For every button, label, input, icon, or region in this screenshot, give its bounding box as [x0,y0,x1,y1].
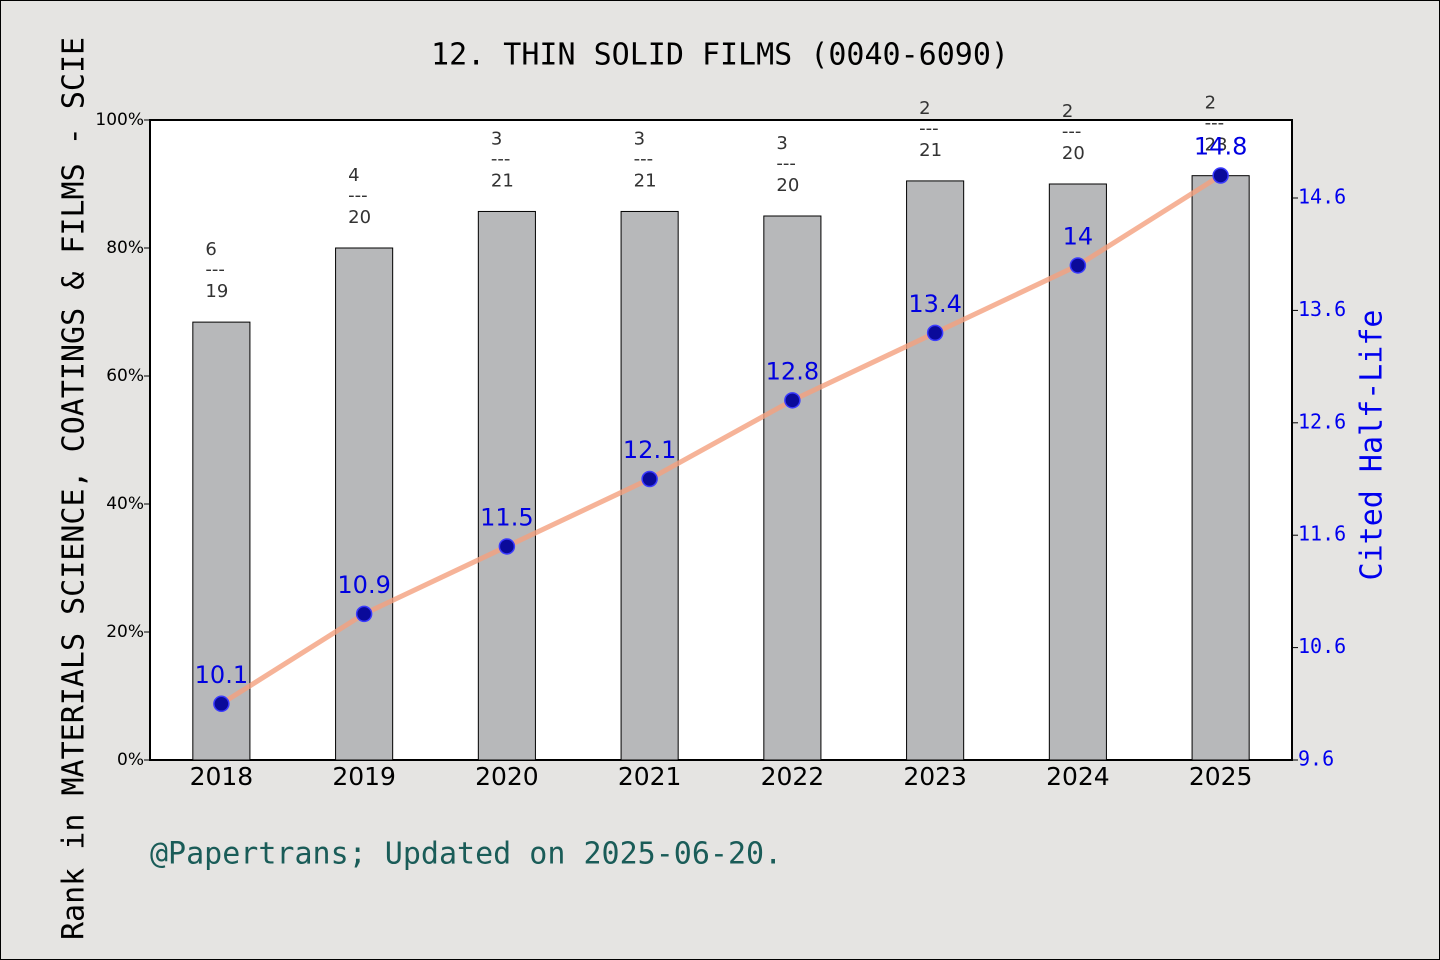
total-label: 21 [634,170,657,191]
x-tick-label: 2022 [761,762,825,791]
x-tick-label: 2020 [475,762,539,791]
y-tick-label: 80% [106,238,144,258]
rank-separator: --- [919,118,939,139]
y-tick-label: 0% [117,750,144,770]
y2-axis-label: Cited Half-Life [1355,310,1390,581]
bar [1048,183,1107,761]
data-label: 10.9 [337,571,390,599]
total-label: 23 [1205,135,1228,156]
rank-label: 3 [776,133,787,154]
total-label: 20 [1062,143,1085,164]
rank-label: 3 [491,128,502,149]
marker [498,538,516,555]
y-tick-label: 60% [106,366,144,386]
x-tick-label: 2025 [1189,762,1253,791]
footer: @Papertrans; Updated on 2025-06-20. [150,837,782,872]
bar [906,180,965,761]
total-label: 21 [491,170,514,191]
rank-label: 2 [1205,93,1216,114]
data-label: 10.1 [195,661,248,689]
marker [1069,257,1087,274]
data-label: 12.8 [766,357,819,385]
y-axis-label: Rank in MATERIALS SCIENCE, COATINGS & FI… [57,37,92,940]
total-label: 20 [776,175,799,196]
bar [1191,175,1250,761]
marker [213,695,230,713]
rank-separator: --- [348,185,368,206]
total-label: 21 [919,140,942,161]
y2-tick-label: 11.6 [1298,522,1346,546]
marker [784,392,801,409]
total-label: 19 [205,281,228,302]
rank-separator: --- [1062,121,1082,142]
rank-separator: --- [1205,113,1225,134]
data-label: 11.5 [480,503,533,531]
x-tick-label: 2024 [1046,762,1110,791]
x-tick-label: 2018 [190,762,254,791]
rank-separator: --- [491,148,511,169]
rank-separator: --- [634,148,654,169]
data-label: 14.8 [1194,133,1247,161]
chart-title: 12. THIN SOLID FILMS (0040-6090) [431,38,1009,73]
y2-tick-label: 13.6 [1298,297,1346,321]
rank-label: 2 [1062,101,1073,122]
marker [926,324,944,342]
y-tick-label: 20% [106,622,144,642]
marker [641,470,658,488]
data-label: 13.4 [908,290,961,318]
rank-label: 3 [634,128,645,149]
bar [477,210,536,761]
data-label: 12.1 [623,436,676,464]
rank-label: 4 [348,165,359,186]
bar [335,247,394,761]
bar [192,321,251,761]
total-label: 20 [348,207,371,228]
bar [763,215,822,761]
x-tick-label: 2021 [618,762,682,791]
y-tick-label: 100% [95,110,144,130]
rank-separator: --- [205,259,225,280]
y2-tick-label: 10.6 [1298,634,1346,658]
rank-label: 6 [205,239,216,260]
y2-tick-label: 12.6 [1298,409,1346,433]
data-label: 14 [1063,222,1094,250]
marker [355,605,373,623]
x-tick-label: 2023 [903,762,967,791]
rank-label: 2 [919,98,930,119]
y2-tick-label: 14.6 [1298,185,1346,209]
y2-tick-label: 9.6 [1298,747,1334,771]
marker [1212,167,1229,184]
y-tick-label: 40% [106,494,144,514]
x-tick-label: 2019 [332,762,396,791]
rank-separator: --- [776,153,796,174]
line [220,173,1222,706]
